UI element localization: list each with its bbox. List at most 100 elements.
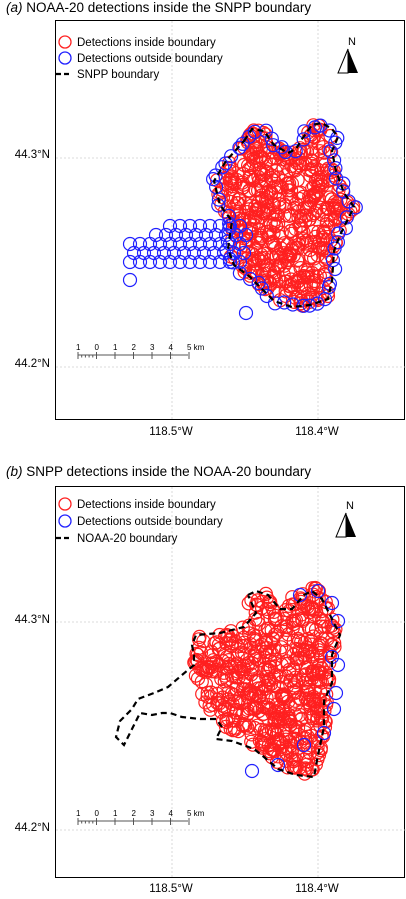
detection-inside bbox=[328, 200, 343, 215]
detection-inside bbox=[261, 738, 277, 753]
detection-inside bbox=[295, 731, 310, 746]
legend-outside-symbol bbox=[58, 514, 72, 528]
detection-outside bbox=[316, 725, 332, 741]
detection-inside bbox=[314, 661, 329, 676]
detection-inside bbox=[311, 692, 327, 707]
detection-outside bbox=[212, 254, 228, 270]
detection-inside bbox=[323, 173, 338, 188]
detection-outside bbox=[251, 275, 266, 290]
detection-outside bbox=[122, 236, 138, 252]
detection-inside bbox=[220, 702, 235, 717]
panel-b-title: (b) SNPP detections inside the NOAA-20 b… bbox=[6, 464, 311, 479]
detection-inside bbox=[251, 703, 266, 719]
detection-inside bbox=[223, 175, 238, 191]
detection-outside bbox=[328, 135, 343, 150]
scale-label: 5 km bbox=[187, 343, 205, 352]
detection-inside bbox=[279, 607, 294, 622]
detection-inside bbox=[311, 239, 326, 254]
detection-inside bbox=[190, 647, 205, 662]
detection-inside bbox=[219, 650, 235, 665]
detection-inside bbox=[246, 217, 261, 232]
detection-inside bbox=[260, 165, 275, 180]
detection-inside bbox=[305, 181, 320, 196]
scale-label: 0 bbox=[95, 343, 100, 352]
scale-label: 2 bbox=[132, 809, 137, 818]
detection-inside bbox=[303, 708, 318, 723]
detection-inside bbox=[243, 637, 258, 652]
detection-inside bbox=[254, 247, 269, 262]
detection-inside bbox=[219, 712, 234, 727]
detection-inside bbox=[236, 676, 251, 691]
detection-outside bbox=[244, 763, 260, 779]
detection-inside bbox=[306, 179, 322, 194]
detection-outside bbox=[270, 757, 286, 773]
detection-inside bbox=[315, 711, 330, 726]
detection-outside bbox=[324, 595, 340, 611]
detection-inside bbox=[286, 662, 301, 677]
detection-inside bbox=[193, 661, 208, 676]
detection-inside bbox=[327, 194, 342, 210]
detection-outside bbox=[218, 156, 233, 171]
detection-inside bbox=[321, 674, 336, 689]
detection-inside bbox=[268, 240, 283, 255]
detection-inside bbox=[250, 250, 265, 265]
detection-inside bbox=[258, 644, 274, 659]
detection-inside bbox=[222, 659, 237, 675]
detection-inside bbox=[236, 665, 251, 680]
detection-outside bbox=[247, 124, 262, 139]
detection-outside bbox=[122, 272, 138, 288]
detection-inside bbox=[282, 603, 297, 619]
detection-outside bbox=[326, 701, 342, 717]
detection-inside bbox=[234, 638, 249, 653]
detection-inside bbox=[289, 651, 304, 666]
panel-a-outside-detections bbox=[122, 118, 363, 321]
detection-inside bbox=[198, 661, 213, 677]
detection-inside bbox=[320, 163, 335, 178]
detection-inside bbox=[251, 616, 266, 632]
detection-inside bbox=[315, 230, 330, 245]
detection-inside bbox=[325, 198, 340, 213]
scale-label: 1 bbox=[113, 343, 118, 352]
detection-inside bbox=[313, 626, 329, 641]
detection-inside bbox=[300, 599, 315, 615]
detection-inside bbox=[245, 737, 261, 752]
detection-inside bbox=[278, 753, 293, 768]
detection-inside bbox=[252, 149, 267, 164]
detection-outside bbox=[122, 254, 138, 270]
detection-outside bbox=[172, 254, 188, 270]
detection-inside bbox=[289, 155, 304, 170]
north-letter: N bbox=[348, 36, 356, 48]
panel-a-title-text: NOAA-20 detections inside the SNPP bound… bbox=[26, 0, 312, 15]
detection-inside bbox=[322, 656, 337, 671]
detection-inside bbox=[236, 705, 251, 720]
detection-inside bbox=[299, 265, 314, 280]
scale-label: 3 bbox=[150, 343, 155, 352]
detection-inside bbox=[267, 712, 282, 727]
scale-label: 1 bbox=[113, 809, 118, 818]
detection-outside bbox=[259, 288, 274, 304]
detection-outside bbox=[330, 613, 346, 629]
detection-inside bbox=[292, 270, 307, 285]
panel-a-legend: Detections inside boundary Detections ou… bbox=[56, 35, 223, 81]
detection-inside bbox=[234, 181, 250, 196]
detection-inside bbox=[247, 633, 263, 649]
panel-a-lat-44-2: 44.2°N bbox=[14, 358, 50, 370]
panel-b-letter: (b) bbox=[6, 464, 23, 479]
panel-a-lon-118-5: 118.5°W bbox=[149, 426, 193, 438]
detection-outside bbox=[302, 298, 317, 313]
detection-inside bbox=[278, 199, 293, 214]
detection-inside bbox=[257, 723, 272, 738]
detection-outside bbox=[162, 254, 178, 270]
detection-outside bbox=[296, 132, 311, 147]
panel-a-map-svg: Detections inside boundary Detections ou… bbox=[56, 21, 406, 421]
detection-inside bbox=[254, 637, 269, 652]
detection-inside bbox=[224, 169, 239, 184]
detection-inside bbox=[244, 734, 259, 749]
detection-inside bbox=[248, 243, 263, 258]
detection-outside bbox=[285, 297, 300, 312]
detection-outside bbox=[238, 305, 254, 321]
detection-inside bbox=[286, 616, 301, 632]
panel-b-lat-44-2: 44.2°N bbox=[14, 822, 50, 834]
detection-inside bbox=[209, 635, 224, 650]
detection-outside bbox=[224, 149, 239, 164]
